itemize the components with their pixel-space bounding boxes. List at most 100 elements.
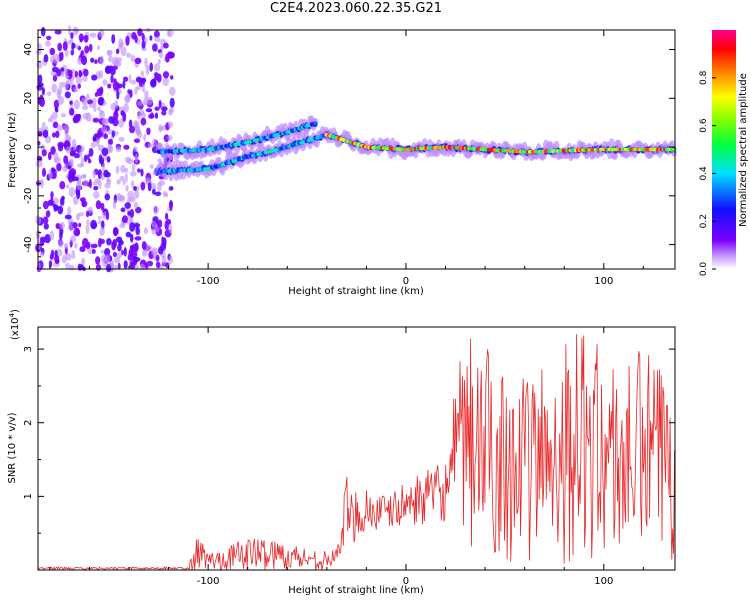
noise-cell bbox=[164, 220, 169, 231]
noise-cell bbox=[149, 62, 153, 72]
noise-cell bbox=[57, 95, 65, 106]
noise-cell bbox=[82, 75, 88, 82]
noise-cell bbox=[73, 176, 79, 181]
noise-cell bbox=[133, 190, 140, 199]
noise-cell bbox=[119, 223, 126, 229]
noise-cell bbox=[60, 71, 65, 78]
noise-cell bbox=[38, 74, 43, 84]
noise-cell bbox=[150, 79, 157, 88]
noise-cell bbox=[92, 117, 100, 123]
noise-cell bbox=[130, 54, 136, 63]
noise-cell bbox=[145, 65, 150, 76]
noise-cell bbox=[57, 86, 62, 96]
noise-cell bbox=[45, 40, 51, 47]
trace-cell bbox=[313, 121, 318, 125]
y-tick-label: -40 bbox=[23, 236, 34, 252]
noise-cell bbox=[125, 185, 129, 192]
noise-cell bbox=[67, 224, 74, 231]
noise-cell bbox=[105, 264, 112, 273]
noise-cell bbox=[149, 35, 153, 41]
noise-cell bbox=[56, 248, 63, 257]
noise-cell bbox=[168, 223, 173, 234]
noise-cell bbox=[95, 256, 101, 265]
noise-cell bbox=[67, 206, 72, 216]
spectrogram-panel: -100 0 100 -40 -20 0 20 40 Height of straight … bbox=[7, 25, 677, 297]
noise-cell bbox=[167, 134, 173, 141]
noise-cell bbox=[95, 200, 102, 210]
noise-cell bbox=[92, 169, 96, 179]
noise-cell bbox=[64, 242, 69, 249]
noise-cell bbox=[69, 264, 75, 271]
noise-cell bbox=[84, 45, 90, 54]
colorbar-tick-label: 0.2 bbox=[699, 214, 709, 228]
noise-cell bbox=[74, 27, 80, 34]
noise-cell bbox=[99, 226, 105, 236]
noise-cell bbox=[104, 182, 111, 189]
noise-cell bbox=[59, 221, 66, 230]
noise-cell bbox=[117, 262, 121, 270]
noise-cell bbox=[118, 136, 125, 142]
noise-cell bbox=[165, 53, 170, 63]
noise-cell bbox=[88, 103, 96, 108]
noise-cell bbox=[81, 257, 86, 266]
noise-cell bbox=[81, 145, 85, 152]
noise-cell bbox=[81, 55, 88, 66]
noise-cell bbox=[86, 219, 90, 226]
noise-cell bbox=[97, 45, 100, 51]
colorbar-label: Normalized spectral amplitude bbox=[738, 73, 749, 227]
noise-cell bbox=[50, 197, 54, 205]
noise-cell bbox=[123, 260, 128, 269]
figure-title: C2E4.2023.060.22.35.G21 bbox=[269, 1, 443, 16]
noise-cell bbox=[160, 265, 164, 270]
noise-cell bbox=[40, 26, 46, 37]
noise-cell bbox=[120, 46, 127, 57]
noise-cell bbox=[140, 117, 147, 126]
noise-cell bbox=[167, 30, 171, 37]
noise-cell bbox=[78, 33, 84, 42]
noise-cell bbox=[65, 253, 72, 261]
noise-cell bbox=[140, 112, 147, 118]
noise-cell bbox=[108, 116, 115, 124]
noise-cell bbox=[169, 97, 175, 108]
noise-cell bbox=[130, 180, 135, 189]
snr-multiplier: (x104) bbox=[8, 309, 21, 340]
noise-cell bbox=[54, 29, 62, 35]
noise-cell bbox=[42, 216, 49, 225]
noise-cell bbox=[115, 48, 120, 55]
noise-cell bbox=[103, 169, 109, 178]
noise-cell bbox=[88, 43, 93, 52]
noise-cell bbox=[129, 125, 135, 134]
noise-cell bbox=[54, 249, 58, 258]
noise-cell bbox=[122, 180, 126, 186]
noise-cell bbox=[120, 207, 126, 213]
noise-cell bbox=[113, 110, 119, 121]
noise-cell bbox=[42, 200, 49, 210]
noise-cell bbox=[48, 169, 53, 180]
noise-cell bbox=[164, 192, 169, 198]
noise-cell bbox=[95, 264, 102, 271]
x-tick-label: 100 bbox=[594, 276, 613, 287]
noise-cell bbox=[108, 55, 113, 63]
noise-cell bbox=[56, 124, 64, 131]
noise-cell bbox=[158, 180, 166, 186]
noise-cell bbox=[111, 34, 116, 44]
noise-cell bbox=[123, 102, 129, 113]
noise-cell bbox=[104, 193, 111, 201]
noise-cell bbox=[146, 244, 152, 251]
noise-cell bbox=[50, 146, 56, 155]
noise-cell bbox=[85, 241, 91, 250]
noise-cell bbox=[153, 30, 160, 38]
noise-cell bbox=[114, 100, 119, 109]
noise-cell bbox=[75, 76, 83, 84]
noise-cell bbox=[98, 154, 103, 165]
noise-cell bbox=[147, 143, 153, 148]
noise-cell bbox=[94, 92, 99, 97]
noise-cell bbox=[35, 159, 43, 168]
noise-cell bbox=[82, 174, 87, 179]
y-tick-label: 40 bbox=[23, 43, 34, 56]
noise-cell bbox=[141, 40, 146, 49]
noise-cell bbox=[144, 57, 148, 68]
noise-cell bbox=[45, 135, 52, 144]
noise-cell bbox=[106, 156, 111, 163]
snr-x-axis: -100 0 100 bbox=[49, 327, 644, 587]
